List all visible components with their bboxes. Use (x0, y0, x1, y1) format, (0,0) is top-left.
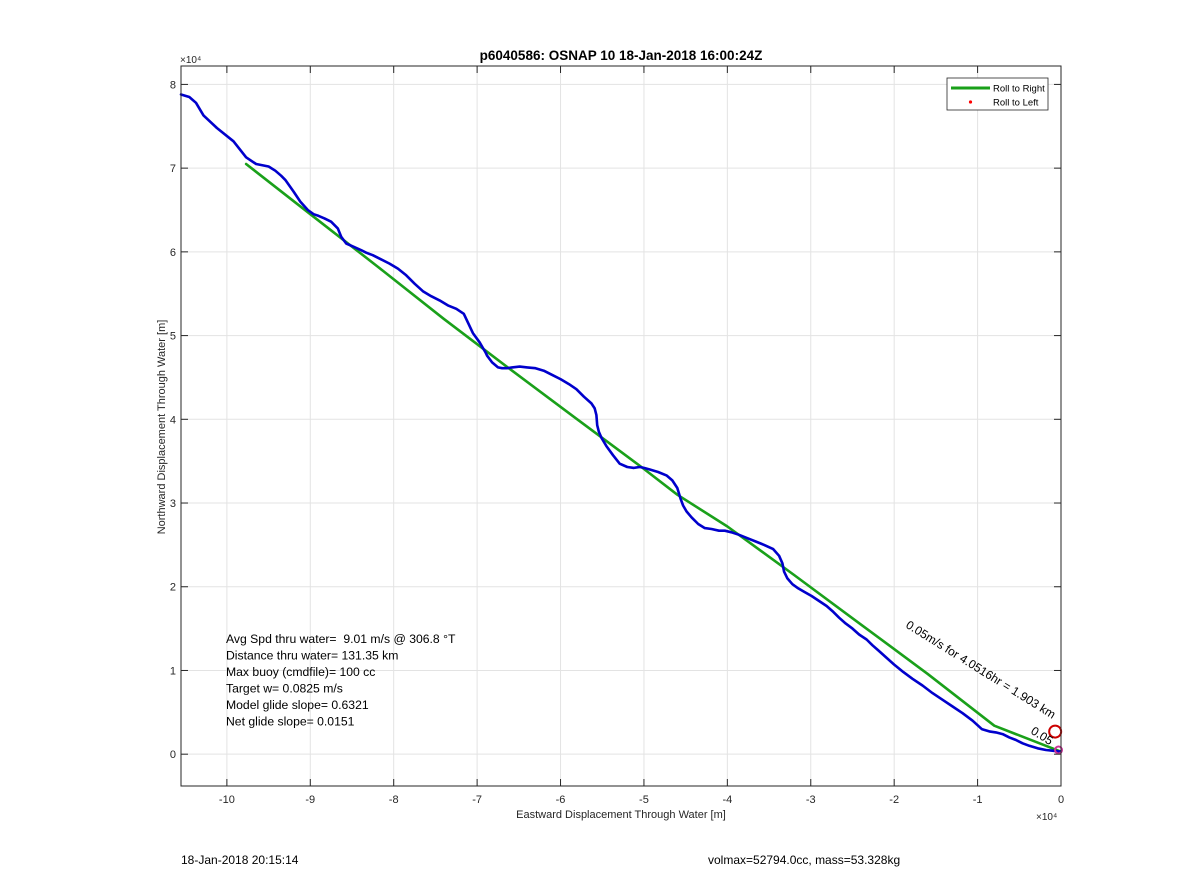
x-tick-label: -3 (806, 794, 816, 806)
x-tick-label: -7 (472, 794, 482, 806)
legend-entry-label: Roll to Right (993, 84, 1045, 95)
x-tick-label: 0 (1058, 794, 1064, 806)
footer-timestamp: 18-Jan-2018 20:15:14 (181, 853, 299, 867)
segment-speed-label: 0.05m/s for 4.0516hr = 1.903 km (903, 618, 1058, 722)
stats-line: Net glide slope= 0.0151 (226, 715, 355, 729)
glider-track-line (179, 93, 1063, 754)
roll-to-right-series-line (244, 162, 1063, 754)
y-axis-exponent: ×10⁴ (180, 55, 201, 66)
x-tick-label: -2 (889, 794, 899, 806)
x-tick-label: -6 (556, 794, 566, 806)
stats-line: Avg Spd thru water= 9.01 m/s @ 306.8 °T (226, 632, 456, 646)
y-tick-label: 1 (170, 665, 176, 677)
legend-box (946, 77, 1049, 111)
x-tick-label: -5 (639, 794, 649, 806)
legend: Roll to Right Roll to Left (946, 77, 1049, 111)
x-tick-label: -9 (305, 794, 315, 806)
footer-volmax-mass: volmax=52794.0cc, mass=53.328kg (708, 853, 901, 867)
x-tick-label: -10 (219, 794, 235, 806)
plot-series (179, 93, 1063, 754)
y-tick-label: 0 (170, 749, 176, 761)
y-tick-label: 6 (170, 247, 176, 259)
legend-entry-label: Roll to Left (993, 98, 1039, 109)
y-tick-label: 5 (170, 331, 176, 343)
chart-title: p6040586: OSNAP 10 18-Jan-2018 16:00:24Z (480, 48, 763, 63)
y-tick-label: 8 (170, 79, 176, 91)
end-marker-circle (1053, 745, 1063, 755)
y-tick-label: 7 (170, 163, 176, 175)
y-tick-label: 3 (170, 498, 176, 510)
y-axis-label: Northward Displacement Through Water [m] (156, 320, 168, 535)
y-tick-label: 4 (170, 414, 176, 426)
x-axis-label: Eastward Displacement Through Water [m] (516, 809, 726, 821)
stats-line: Max buoy (cmdfile)= 100 cc (226, 665, 375, 679)
x-axis-exponent: ×10⁴ (1036, 812, 1057, 823)
x-tick-label: -8 (389, 794, 399, 806)
x-tick-label: -1 (973, 794, 983, 806)
stats-line: Distance thru water= 131.35 km (226, 649, 398, 663)
stats-line: Target w= 0.0825 m/s (226, 682, 343, 696)
x-tick-label: -4 (722, 794, 732, 806)
stats-line: Model glide slope= 0.6321 (226, 698, 369, 712)
y-tick-label: 2 (170, 582, 176, 594)
axes-box (180, 65, 1062, 787)
legend-point-swatch (968, 100, 973, 104)
